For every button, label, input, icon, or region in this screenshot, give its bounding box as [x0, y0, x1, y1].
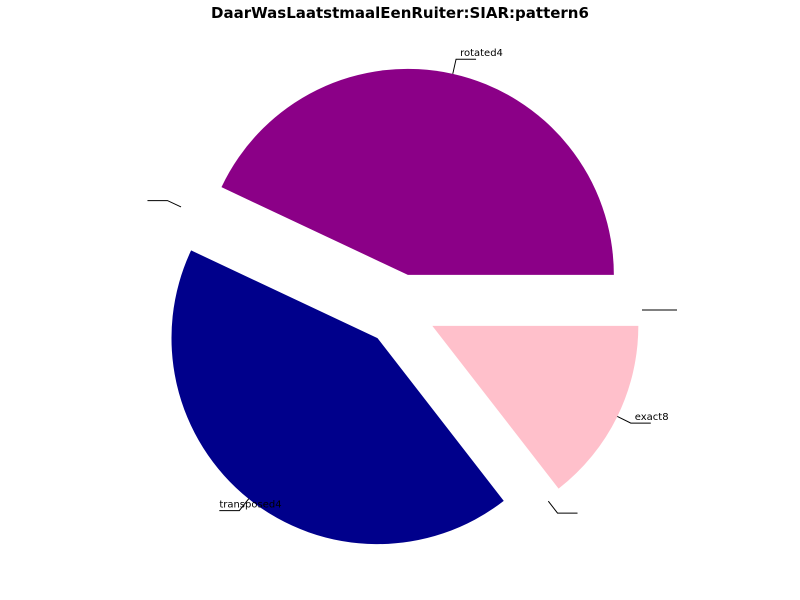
- leader-line-transposed4: [219, 498, 250, 512]
- leader-line-empty-1: [147, 200, 182, 208]
- pie-slice-transposed4: [171, 250, 504, 545]
- chart-title: DaarWasLaatstmaalEenRuiter:SIAR:pattern6: [211, 4, 589, 22]
- pie-slice-exact8: [432, 325, 639, 489]
- slice-label-exact8: exact8: [635, 412, 669, 423]
- leader-line-empty-3: [547, 500, 578, 514]
- pie-labels: rotated4 transposed4 exact8: [147, 48, 677, 514]
- leader-line-rotated4: [452, 58, 477, 74]
- pie-slice-rotated4: [221, 68, 614, 275]
- pie-slices: [171, 68, 639, 545]
- leader-line-exact8: [617, 416, 651, 424]
- slice-label-transposed4: transposed4: [219, 500, 281, 511]
- slice-label-rotated4: rotated4: [460, 48, 503, 59]
